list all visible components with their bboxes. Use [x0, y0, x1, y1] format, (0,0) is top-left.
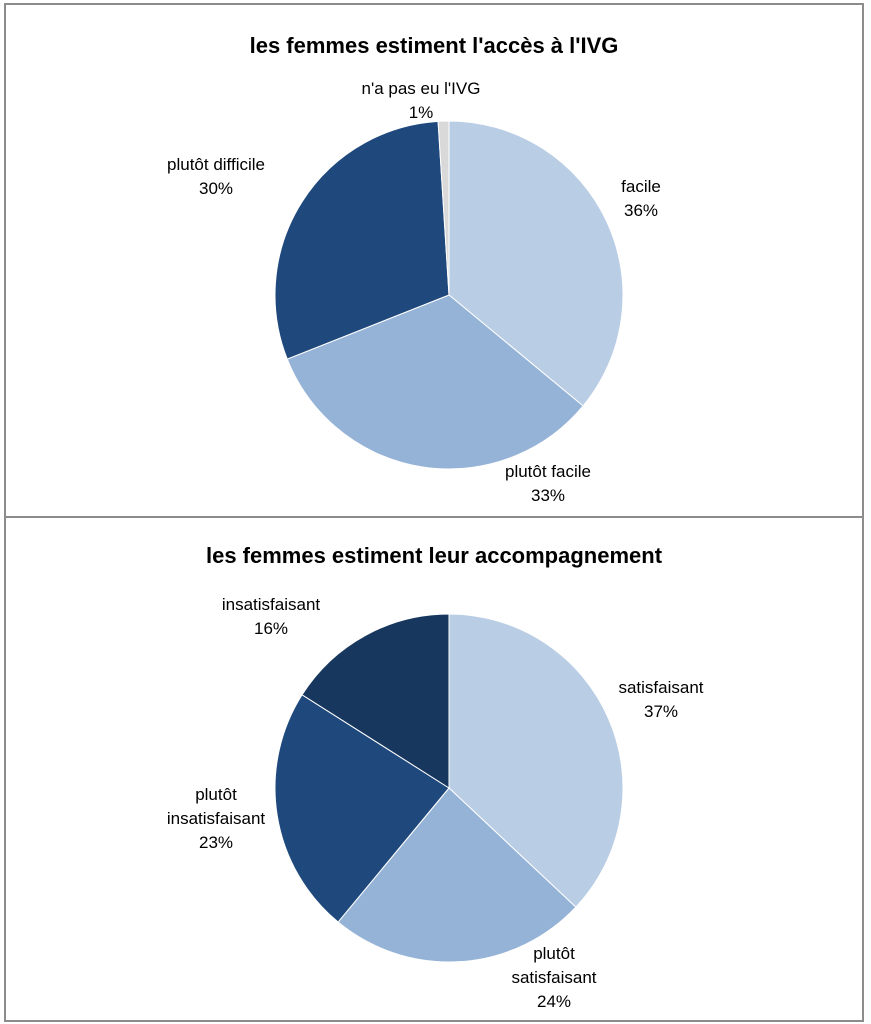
slice-label-plutot-satisfaisant: plutôt satisfaisant 24% — [484, 942, 624, 1014]
slice-label-facile: facile 36% — [586, 175, 696, 223]
slice-label-value: 30% — [198, 179, 234, 198]
slice-label-value: 36% — [623, 201, 659, 220]
slice-label-plutot-facile: plutôt facile 33% — [478, 460, 618, 508]
slice-label-value: 24% — [536, 992, 572, 1011]
slice-label-value: 37% — [643, 702, 679, 721]
pie-chart-ivg-access — [274, 120, 624, 470]
accompaniment-slice-3 — [301, 613, 450, 789]
slice-label-value: 16% — [253, 619, 289, 638]
ivg-access-slice-3 — [437, 120, 450, 296]
slice-label-name: facile — [621, 177, 661, 196]
slice-label-name: n'a pas eu l'IVG — [361, 79, 481, 98]
slice-label-value: 1% — [408, 103, 434, 122]
slice-label-name-line2: insatisfaisant — [166, 809, 266, 828]
slice-label-name: plutôt facile — [505, 462, 591, 481]
slice-label-name: plutôt difficile — [167, 155, 265, 174]
accompaniment-slice-2 — [274, 694, 450, 923]
ivg-access-slice-2 — [274, 120, 450, 360]
chart-title: les femmes estiment l'accès à l'IVG — [249, 33, 619, 58]
slice-label-value: 33% — [530, 486, 566, 505]
slice-label-satisfaisant: satisfaisant 37% — [591, 676, 731, 724]
accompaniment-slice-0 — [448, 613, 624, 908]
slice-label-value: 23% — [198, 833, 234, 852]
chart-title: les femmes estiment leur accompagnement — [205, 543, 663, 568]
slice-label-name: plutôt — [533, 944, 575, 963]
ivg-access-slice-0 — [448, 120, 624, 407]
slice-label-plutot-insatisfaisant: plutôt insatisfaisant 23% — [141, 783, 291, 855]
slice-label-name-line1: plutôt — [195, 785, 237, 804]
pie-chart-accompaniment — [274, 613, 624, 963]
slice-label-name: insatisfaisant — [221, 595, 321, 614]
chart-panel-accompaniment: les femmes estiment leur accompagnement … — [4, 516, 864, 1022]
slice-label-plutot-difficile: plutôt difficile 30% — [136, 153, 296, 201]
slice-label-na-pas-eu-ivg: n'a pas eu l'IVG 1% — [336, 77, 506, 125]
accompaniment-slice-1 — [337, 787, 577, 963]
ivg-access-slice-1 — [286, 294, 584, 470]
slice-label-insatisfaisant: insatisfaisant 16% — [196, 593, 346, 641]
slice-label-name-line2: satisfaisant — [511, 968, 597, 987]
slice-label-name: satisfaisant — [618, 678, 704, 697]
chart-panel-ivg-access: les femmes estiment l'accès à l'IVG faci… — [4, 3, 864, 518]
